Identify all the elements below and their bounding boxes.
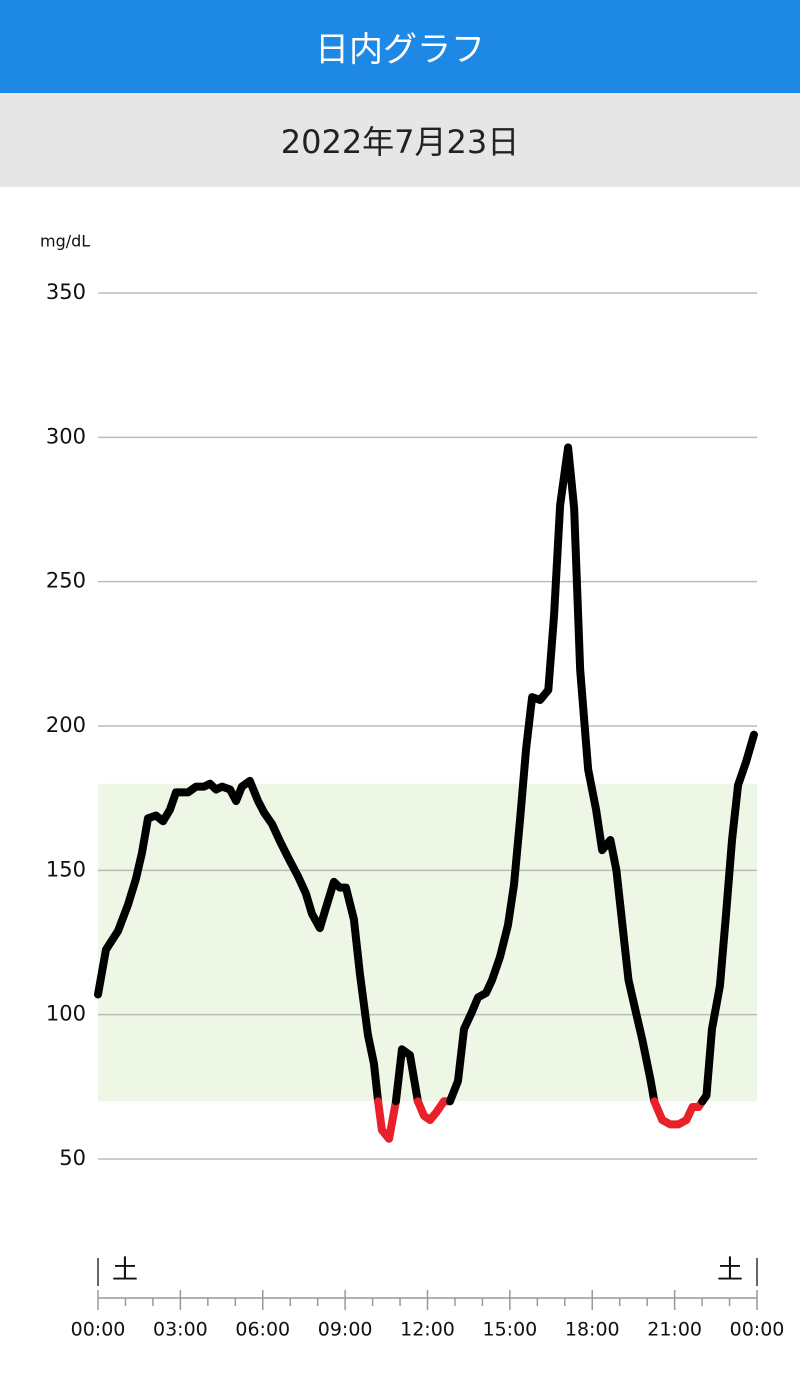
y-tick-label: 150 <box>46 857 86 881</box>
glucose-line <box>446 443 659 1106</box>
x-tick-label: 09:00 <box>318 1319 373 1341</box>
x-tick-label: 15:00 <box>482 1319 537 1341</box>
x-tick-label: 03:00 <box>153 1319 208 1341</box>
x-tick-label: 18:00 <box>565 1319 620 1341</box>
x-tick-label: 21:00 <box>647 1319 702 1341</box>
y-axis-label: mg/dL <box>40 232 90 251</box>
y-tick-label: 300 <box>46 424 86 448</box>
day-label: 土 <box>112 1256 138 1286</box>
day-label: 土 <box>717 1256 743 1286</box>
x-tick-label: 06:00 <box>235 1319 290 1341</box>
glucose-line <box>698 730 758 1106</box>
target-range <box>98 783 757 1102</box>
glucose-line <box>413 1097 455 1125</box>
header-title: 日内グラフ <box>0 0 800 93</box>
glucose-line <box>374 1097 400 1143</box>
glucose-line <box>94 776 383 1106</box>
glucose-line <box>391 1045 422 1106</box>
y-tick-label: 50 <box>59 1146 86 1170</box>
x-tick-label: 12:00 <box>400 1319 455 1341</box>
y-tick-label: 200 <box>46 713 86 737</box>
glucose-line <box>650 1097 707 1129</box>
y-tick-label: 250 <box>46 569 86 593</box>
x-tick-label: 00:00 <box>730 1319 785 1341</box>
y-tick-label: 350 <box>46 280 86 304</box>
date-title: 2022年7月23日 <box>0 93 800 187</box>
x-tick-label: 00:00 <box>71 1319 126 1341</box>
y-tick-label: 100 <box>46 1002 86 1026</box>
